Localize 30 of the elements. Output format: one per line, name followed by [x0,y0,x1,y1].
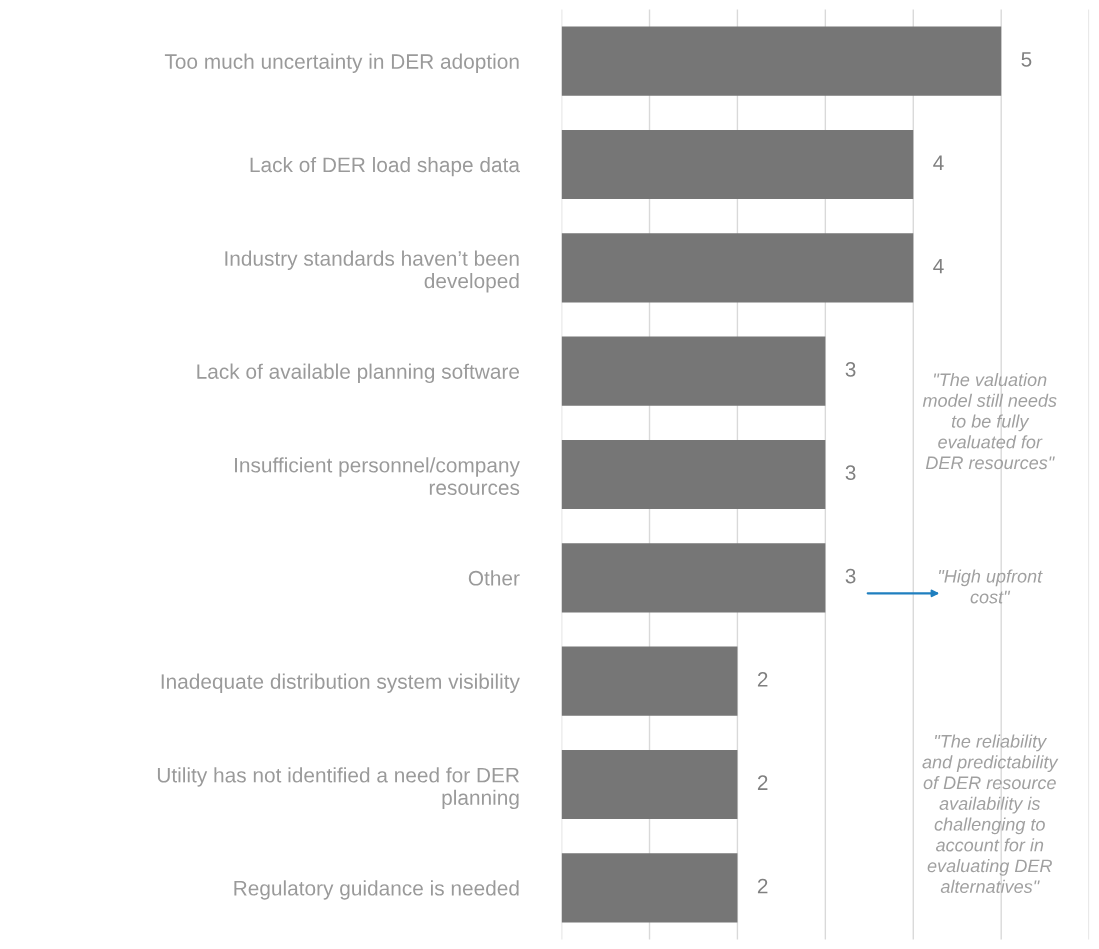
data-label: 3 [845,362,856,377]
bar [561,646,738,716]
data-label: 4 [933,258,944,274]
y-tick-label: Industry standards haven’t been developed [225,250,519,293]
y-tick-label: Lack of DER load shape data [250,156,520,177]
data-label: 2 [757,878,768,894]
bar [561,853,738,923]
y-tick-label: Other [468,570,520,586]
y-tick-label: Utility has not identified a need for DER planning [157,767,519,810]
annotation: "The reliability and predictability of DER resource availability is challenging to account for in evaluating DER alternatives" [922,734,1059,893]
bar [561,26,1002,96]
y-tick-label: Too much uncertainty in DER adoption [164,53,519,74]
y-tick-label: Inadequate distribution system visibility [161,673,520,694]
data-label: 4 [933,155,944,170]
annotation: "High upfront cost" [939,569,1043,604]
bar [561,233,914,303]
annotation: "The valuation model still needs to be fully evaluated for DER resources" [922,372,1057,470]
bar [561,543,826,613]
y-tick-label: Insufficient personnel/company resources [235,457,520,495]
data-label: 5 [1021,52,1032,67]
y-tick-label: Regulatory guidance is needed [234,880,519,900]
bar [561,439,826,510]
bar [561,749,738,820]
data-label: 3 [845,568,856,584]
bar [561,336,826,406]
bar [561,129,914,200]
y-tick-label: Lack of available planning software [197,363,520,384]
data-label: 3 [845,465,856,481]
data-label: 2 [757,672,768,687]
data-label: 2 [757,775,768,790]
